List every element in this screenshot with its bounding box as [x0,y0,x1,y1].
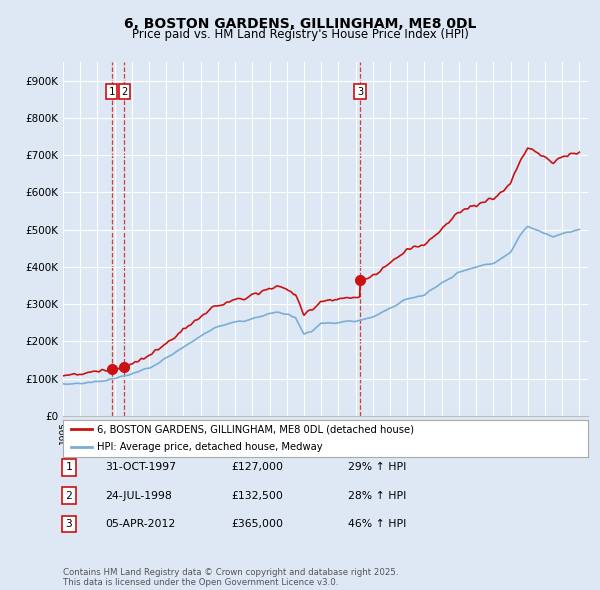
Text: 24-JUL-1998: 24-JUL-1998 [105,491,172,500]
Text: 3: 3 [357,87,363,97]
Text: 3: 3 [65,519,73,529]
Text: 2: 2 [65,491,73,500]
Text: 6, BOSTON GARDENS, GILLINGHAM, ME8 0DL (detached house): 6, BOSTON GARDENS, GILLINGHAM, ME8 0DL (… [97,424,414,434]
Text: 29% ↑ HPI: 29% ↑ HPI [348,463,406,472]
Text: 6, BOSTON GARDENS, GILLINGHAM, ME8 0DL: 6, BOSTON GARDENS, GILLINGHAM, ME8 0DL [124,17,476,31]
Text: HPI: Average price, detached house, Medway: HPI: Average price, detached house, Medw… [97,442,323,452]
Text: Price paid vs. HM Land Registry's House Price Index (HPI): Price paid vs. HM Land Registry's House … [131,28,469,41]
Text: 05-APR-2012: 05-APR-2012 [105,519,175,529]
Text: 2: 2 [121,87,127,97]
Text: £365,000: £365,000 [231,519,283,529]
Text: 31-OCT-1997: 31-OCT-1997 [105,463,176,472]
Text: £132,500: £132,500 [231,491,283,500]
Text: £127,000: £127,000 [231,463,283,472]
Text: 1: 1 [109,87,115,97]
Text: 1: 1 [65,463,73,472]
Text: Contains HM Land Registry data © Crown copyright and database right 2025.
This d: Contains HM Land Registry data © Crown c… [63,568,398,587]
Text: 28% ↑ HPI: 28% ↑ HPI [348,491,406,500]
Text: 46% ↑ HPI: 46% ↑ HPI [348,519,406,529]
